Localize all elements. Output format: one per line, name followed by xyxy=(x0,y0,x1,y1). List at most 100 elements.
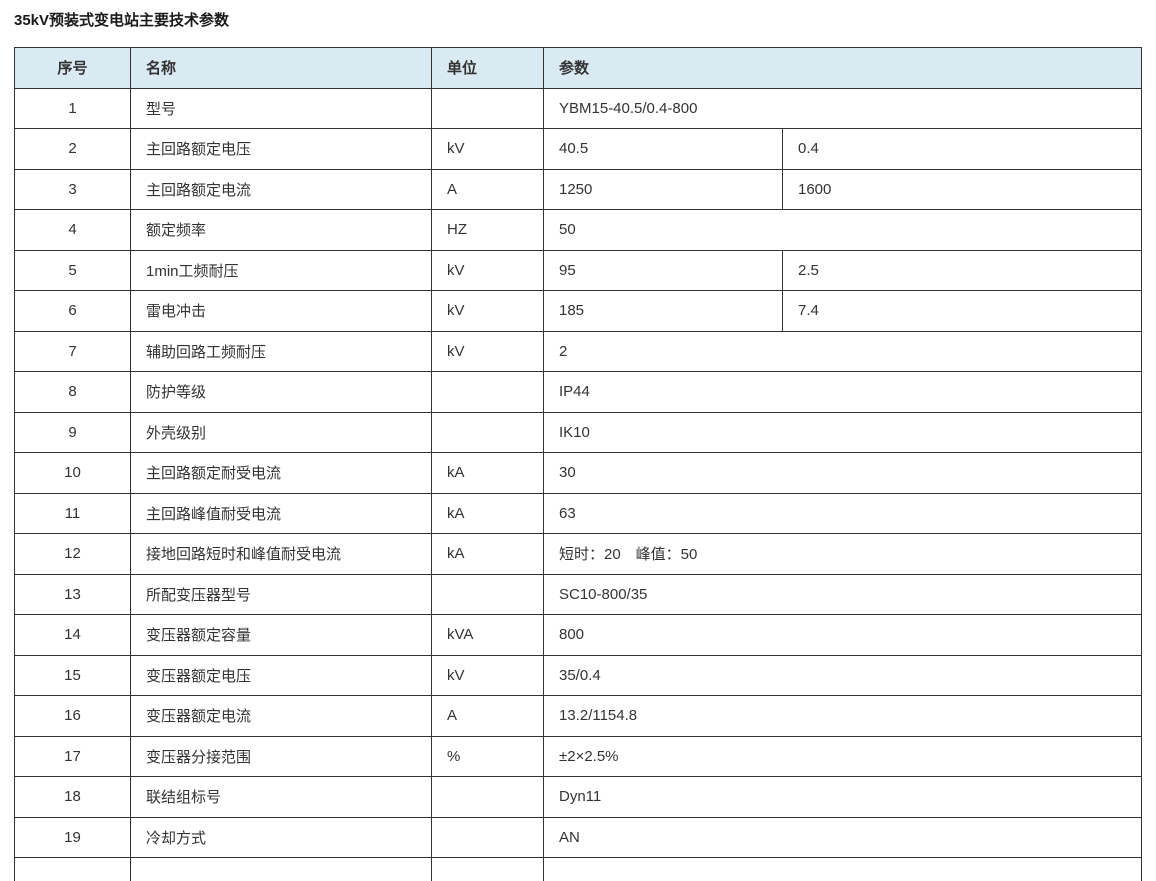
table-row: 19 冷却方式 AN xyxy=(14,816,1143,858)
cell-no: 4 xyxy=(14,209,131,251)
cell-unit xyxy=(431,776,544,818)
cell-name: 接地回路短时和峰值耐受电流 xyxy=(130,533,432,575)
table-row: 13 所配变压器型号 SC10-800/35 xyxy=(14,573,1143,615)
cell-no: 1 xyxy=(14,87,131,129)
cell-name: 变压器额定电压 xyxy=(130,654,432,696)
table-row: 8 防护等级 IP44 xyxy=(14,371,1143,413)
cell-unit xyxy=(431,857,544,881)
cell-no: 14 xyxy=(14,614,131,656)
cell-no: 18 xyxy=(14,776,131,818)
cell-param: 短时：20 峰值：50 xyxy=(542,533,1143,575)
cell-name: 型号 xyxy=(130,87,432,129)
cell-unit: A xyxy=(431,695,544,737)
cell-unit: kV xyxy=(431,128,544,170)
header-no: 序号 xyxy=(14,47,131,89)
cell-no: 12 xyxy=(14,533,131,575)
cell-name: 变压器分接范围 xyxy=(130,735,432,777)
cell-no: 2 xyxy=(14,128,131,170)
table-row: 18 联结组标号 Dyn11 xyxy=(14,776,1143,818)
cell-name: 联结组标号 xyxy=(130,776,432,818)
cell-name: 主回路额定耐受电流 xyxy=(130,452,432,494)
cell-no: 17 xyxy=(14,735,131,777)
cell-param: IP44 xyxy=(542,371,1143,413)
cell-param: AN xyxy=(542,816,1143,858)
cell-param-secondary: 7.4 xyxy=(781,290,1143,332)
table-row: 7 辅助回路工频耐压 kV 2 xyxy=(14,330,1143,372)
table-row: 16 变压器额定电流 A 13.2/1154.8 xyxy=(14,695,1143,737)
table-row-partial xyxy=(14,857,1143,881)
page-title: 35kV预装式变电站主要技术参数 xyxy=(14,12,230,29)
cell-no: 11 xyxy=(14,492,131,534)
cell-param xyxy=(542,857,1143,881)
table-row: 10 主回路额定耐受电流 kA 30 xyxy=(14,452,1143,494)
cell-unit: kV xyxy=(431,330,544,372)
cell-param: 800 xyxy=(542,614,1143,656)
cell-name: 额定频率 xyxy=(130,209,432,251)
table-row: 17 变压器分接范围% ±2×2.5% xyxy=(14,735,1143,777)
cell-name: 主回路额定电流 xyxy=(130,168,432,210)
cell-unit xyxy=(431,573,544,615)
cell-param: 35/0.4 xyxy=(542,654,1143,696)
cell-name: 主回路峰值耐受电流 xyxy=(130,492,432,534)
table-row: 5 1min工频耐压 kV 95 2.5 xyxy=(14,249,1143,291)
table-row: 4 额定频率 HZ 50 xyxy=(14,209,1143,251)
cell-unit: kA xyxy=(431,492,544,534)
cell-param-primary: 95 xyxy=(543,249,783,291)
cell-param-secondary: 2.5 xyxy=(781,249,1143,291)
cell-unit: kA xyxy=(431,452,544,494)
cell-param: ±2×2.5% xyxy=(542,735,1143,777)
cell-param: SC10-800/35 xyxy=(542,573,1143,615)
cell-param: IK10 xyxy=(542,411,1143,453)
cell-name: 变压器额定电流 xyxy=(130,695,432,737)
header-unit: 单位 xyxy=(431,47,544,89)
cell-param: 63 xyxy=(542,492,1143,534)
table-row: 12 接地回路短时和峰值耐受电流 kA 短时：20 峰值：50 xyxy=(14,533,1143,575)
cell-param: Dyn11 xyxy=(542,776,1143,818)
table-row: 9 外壳级别 IK10 xyxy=(14,411,1143,453)
cell-unit: A xyxy=(431,168,544,210)
table-row: 14 变压器额定容量 kVA 800 xyxy=(14,614,1143,656)
cell-no: 3 xyxy=(14,168,131,210)
cell-unit: kV xyxy=(431,249,544,291)
cell-unit: % xyxy=(431,735,544,777)
table-row: 6 雷电冲击 kV 185 7.4 xyxy=(14,290,1143,332)
cell-unit: kV xyxy=(431,290,544,332)
cell-no: 8 xyxy=(14,371,131,413)
cell-no: 10 xyxy=(14,452,131,494)
cell-unit: kA xyxy=(431,533,544,575)
cell-param-primary: 1250 xyxy=(543,168,783,210)
cell-param-primary: 185 xyxy=(543,290,783,332)
table-header-row: 序号 名称 单位 参数 xyxy=(14,47,1143,89)
cell-name: 防护等级 xyxy=(130,371,432,413)
cell-no xyxy=(14,857,131,881)
cell-no: 9 xyxy=(14,411,131,453)
cell-param: 30 xyxy=(542,452,1143,494)
cell-name: 冷却方式 xyxy=(130,816,432,858)
cell-no: 16 xyxy=(14,695,131,737)
cell-no: 13 xyxy=(14,573,131,615)
cell-name: 1min工频耐压 xyxy=(130,249,432,291)
table-row: 1 型号 YBM15-40.5/0.4-800 xyxy=(14,87,1143,129)
cell-param: 2 xyxy=(542,330,1143,372)
cell-no: 6 xyxy=(14,290,131,332)
cell-name: 雷电冲击 xyxy=(130,290,432,332)
cell-param-secondary: 0.4 xyxy=(781,128,1143,170)
header-name: 名称 xyxy=(130,47,432,89)
cell-unit: kVA xyxy=(431,614,544,656)
table-row: 3 主回路额定电流 A 1250 1600 xyxy=(14,168,1143,210)
cell-name: 外壳级别 xyxy=(130,411,432,453)
cell-name: 主回路额定电压 xyxy=(130,128,432,170)
cell-unit xyxy=(431,371,544,413)
cell-no: 19 xyxy=(14,816,131,858)
cell-no: 15 xyxy=(14,654,131,696)
cell-name: 辅助回路工频耐压 xyxy=(130,330,432,372)
cell-unit xyxy=(431,411,544,453)
cell-unit: kV xyxy=(431,654,544,696)
cell-param: YBM15-40.5/0.4-800 xyxy=(542,87,1143,129)
cell-unit: HZ xyxy=(431,209,544,251)
spec-table: 序号 名称 单位 参数 1 型号 YBM15-40.5/0.4-800 2 主回路额定电… xyxy=(14,47,1143,881)
header-param: 参数 xyxy=(542,47,1143,89)
cell-param-secondary: 1600 xyxy=(781,168,1143,210)
cell-no: 5 xyxy=(14,249,131,291)
